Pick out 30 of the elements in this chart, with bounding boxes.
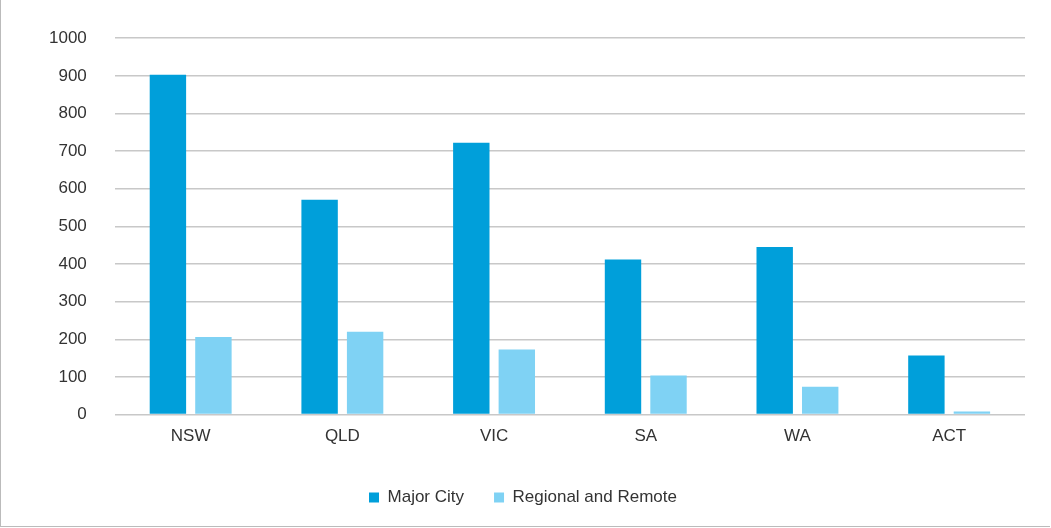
y-tick-label: 100 bbox=[58, 366, 87, 386]
y-tick-label: 1000 bbox=[48, 27, 87, 47]
legend-label: Regional and Remote bbox=[512, 487, 677, 507]
y-tick-label: 900 bbox=[58, 65, 87, 85]
x-tick-label: SA bbox=[634, 426, 658, 446]
y-tick-label: 700 bbox=[58, 140, 87, 160]
bar bbox=[301, 199, 338, 414]
bar bbox=[802, 386, 839, 414]
x-tick-label: WA bbox=[784, 426, 812, 446]
bar bbox=[195, 337, 232, 414]
bar bbox=[346, 331, 384, 414]
x-tick-label: NSW bbox=[170, 426, 211, 446]
y-tick-label: 800 bbox=[58, 103, 87, 123]
y-tick-label: 0 bbox=[77, 404, 87, 424]
bar bbox=[149, 74, 187, 414]
bar bbox=[453, 142, 490, 414]
legend-label: Major City bbox=[387, 487, 465, 507]
x-tick-label: ACT bbox=[932, 426, 967, 446]
bar bbox=[908, 355, 945, 414]
bar bbox=[756, 247, 793, 414]
y-tick-label: 400 bbox=[58, 253, 87, 273]
bar bbox=[604, 259, 642, 414]
bar bbox=[498, 349, 536, 414]
bar bbox=[650, 375, 687, 414]
y-tick-label: 200 bbox=[58, 329, 87, 349]
y-tick-label: 300 bbox=[58, 291, 87, 311]
x-tick-label: QLD bbox=[324, 426, 360, 446]
x-tick-label: VIC bbox=[479, 426, 509, 446]
y-tick-label: 500 bbox=[58, 216, 87, 236]
y-tick-label: 600 bbox=[58, 178, 87, 198]
